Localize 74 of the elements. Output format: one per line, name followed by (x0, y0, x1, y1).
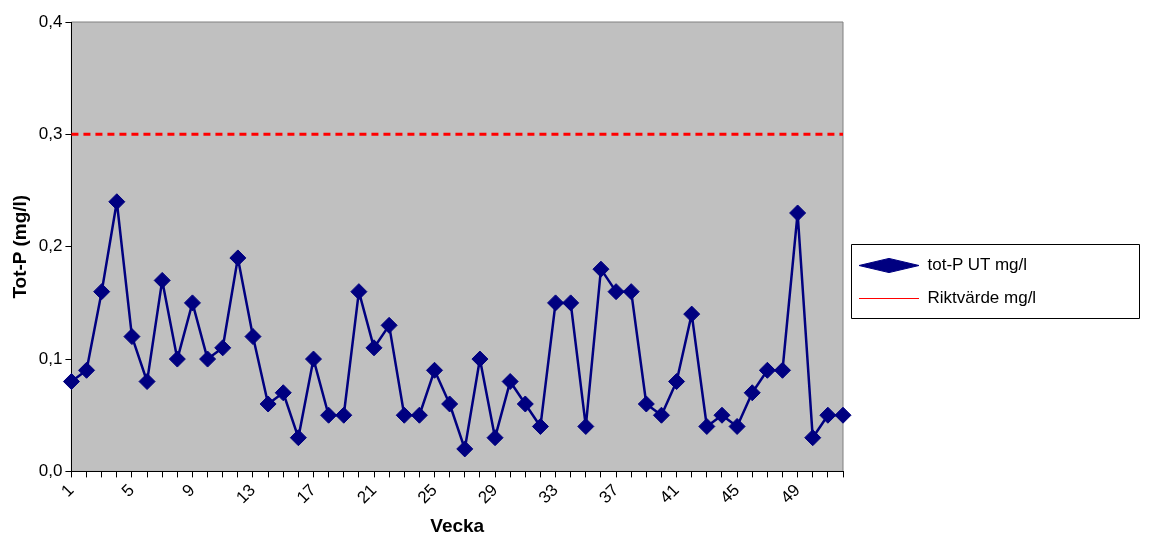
point (471, 350, 489, 368)
x-tick-label: 5 (117, 480, 139, 501)
point (456, 440, 474, 458)
x-tick-label: 13 (232, 480, 260, 508)
point (607, 283, 625, 301)
point (199, 350, 217, 368)
point (93, 283, 111, 301)
point (244, 328, 262, 346)
point (698, 417, 716, 435)
x-tick-label: 29 (474, 480, 502, 508)
point (804, 429, 822, 447)
y-axis-title: Tot-P (mg/l) (8, 194, 30, 299)
point (728, 417, 746, 435)
point (395, 406, 413, 424)
y-tick-label: 0,3 (38, 124, 63, 144)
point (123, 328, 141, 346)
x-tick-label: 45 (716, 480, 744, 508)
x-tick-label: 9 (178, 480, 199, 501)
point (335, 406, 353, 424)
point (592, 260, 610, 278)
y-tick-label: 0,4 (38, 11, 63, 31)
point (713, 406, 731, 424)
x-tick-label: 1 (57, 480, 78, 501)
point (562, 294, 580, 312)
point (259, 395, 277, 413)
point (214, 339, 232, 357)
point (531, 417, 549, 435)
point (289, 429, 307, 447)
point (108, 193, 126, 211)
point (350, 283, 368, 301)
x-tick-label: 17 (292, 480, 320, 508)
x-axis-title: Vecka (430, 514, 485, 536)
point (365, 339, 383, 357)
point (773, 361, 791, 379)
point (274, 384, 292, 402)
point (304, 350, 322, 368)
point (138, 373, 156, 391)
x-tick-label: 41 (655, 480, 683, 508)
y-tick-label: 0,0 (38, 461, 63, 481)
x-tick-label: 33 (534, 480, 562, 508)
point (410, 406, 428, 424)
point (501, 373, 519, 391)
y-tick-label: 0,1 (38, 348, 63, 368)
x-tick-label: 49 (776, 480, 804, 508)
legend-label: Riktvärde mg/l (927, 288, 1037, 308)
x-tick-label: 21 (353, 480, 381, 508)
point (486, 429, 504, 447)
point (577, 417, 595, 435)
point (62, 373, 80, 391)
point (652, 406, 670, 424)
point (683, 305, 701, 323)
point (758, 361, 776, 379)
legend-label: tot-P UT mg/l (927, 255, 1028, 275)
point (229, 249, 247, 267)
point (637, 395, 655, 413)
point (426, 361, 444, 379)
point (516, 395, 534, 413)
point (78, 361, 96, 379)
x-tick-label: 25 (413, 480, 441, 508)
point (834, 406, 852, 424)
point (183, 294, 201, 312)
point (622, 283, 640, 301)
x-tick-label: 37 (595, 480, 623, 508)
point (320, 406, 338, 424)
point (441, 395, 459, 413)
point (789, 204, 807, 222)
point (743, 384, 761, 402)
y-tick-label: 0,2 (38, 236, 63, 256)
point (168, 350, 186, 368)
point (153, 271, 171, 289)
point (819, 406, 837, 424)
point (380, 316, 398, 334)
point (547, 294, 565, 312)
point (668, 373, 686, 391)
